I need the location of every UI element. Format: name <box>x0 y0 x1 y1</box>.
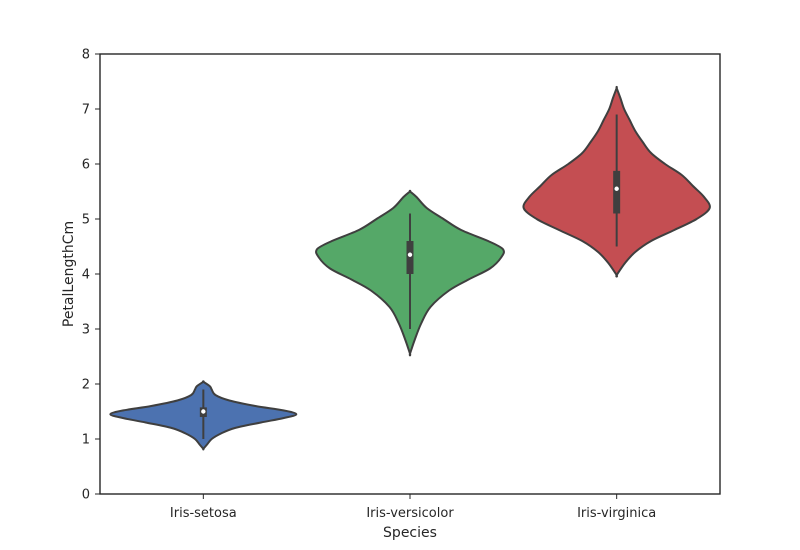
y-axis-ticks: 0 1 2 3 4 5 6 7 8 <box>82 48 100 503</box>
y-tick-label: 4 <box>82 268 90 283</box>
y-axis-label: PetalLengthCm <box>61 221 77 327</box>
y-tick-label: 0 <box>82 488 90 503</box>
y-tick-label: 5 <box>82 213 90 228</box>
violin-median-dot <box>201 409 206 414</box>
y-tick-label: 7 <box>82 103 90 118</box>
y-tick-label: 2 <box>82 378 90 393</box>
plot-frame <box>99 53 721 495</box>
x-axis-ticks: Iris-setosa Iris-versicolor Iris-virginica <box>170 494 656 521</box>
violin-iris-versicolor <box>315 189 505 357</box>
x-axis-label: Species <box>383 525 437 541</box>
violins-layer <box>109 85 711 451</box>
y-tick-label: 6 <box>82 158 90 173</box>
x-tick-label: Iris-virginica <box>577 506 656 521</box>
violin-median-dot <box>614 186 619 191</box>
x-tick-label: Iris-versicolor <box>366 506 454 521</box>
y-tick-label: 8 <box>82 48 90 63</box>
y-tick-label: 1 <box>82 433 90 448</box>
x-tick-label: Iris-setosa <box>170 506 237 521</box>
violin-median-dot <box>407 252 413 257</box>
violin-iris-virginica <box>522 85 711 278</box>
violin-iris-setosa <box>109 380 298 451</box>
y-tick-label: 3 <box>82 323 90 338</box>
